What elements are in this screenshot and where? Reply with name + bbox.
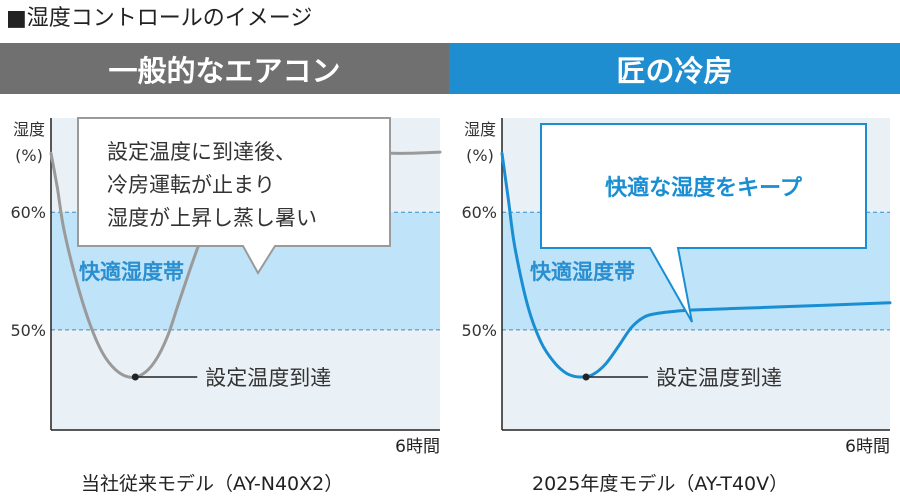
comfort-band-label: 快適湿度帯 bbox=[79, 260, 184, 284]
callout-bubble bbox=[77, 117, 391, 275]
marker-label: 設定温度到達 bbox=[656, 366, 782, 390]
x-axis-label: 6時間 bbox=[395, 437, 440, 457]
marker-label: 設定温度到達 bbox=[205, 366, 331, 390]
callout-text-line: 快適な湿度をキープ bbox=[605, 175, 803, 201]
x-axis-label: 6時間 bbox=[845, 437, 890, 457]
y-tick-label: 50% bbox=[10, 321, 46, 340]
y-axis-label-line1: 湿度 bbox=[464, 120, 496, 139]
y-axis-label-line2: (%) bbox=[15, 146, 43, 165]
page-title: ■湿度コントロールのイメージ bbox=[6, 6, 313, 31]
y-tick-label: 50% bbox=[461, 321, 497, 340]
callout-text-line: 冷房運転が止まり bbox=[107, 173, 275, 197]
chart-conventional: 快適湿度帯 60% 50% 湿度 (%) 6時間 設定温度到達当社従来モデル（AY-N40X… bbox=[10, 117, 442, 495]
chart-caption: 当社従来モデル（AY-N40X2） bbox=[81, 473, 343, 495]
chart-caption: 2025年度モデル（AY-T40V） bbox=[532, 473, 788, 495]
callout-text-line: 湿度が上昇し蒸し暑い bbox=[107, 206, 317, 230]
callout-text-line: 設定温度に到達後、 bbox=[107, 140, 296, 164]
header-conventional: 一般的なエアコン bbox=[0, 43, 449, 94]
marker-point bbox=[131, 373, 139, 381]
series-line bbox=[500, 151, 892, 379]
marker-point bbox=[582, 373, 590, 381]
y-tick-label: 60% bbox=[10, 203, 46, 222]
y-axis-label-line2: (%) bbox=[466, 146, 494, 165]
y-axis-label-line1: 湿度 bbox=[13, 120, 45, 139]
y-tick-label: 60% bbox=[461, 203, 497, 222]
comfort-band-label: 快適湿度帯 bbox=[530, 260, 635, 284]
callout-bubble bbox=[540, 123, 867, 323]
header-takumi: 匠の冷房 bbox=[449, 43, 900, 94]
